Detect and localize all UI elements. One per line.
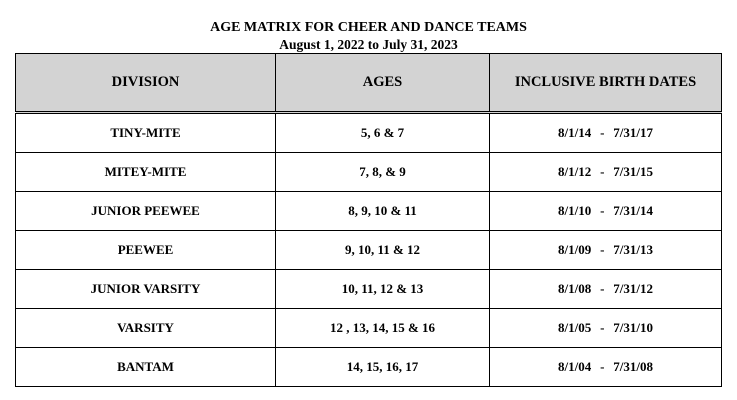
division-cell: MITEY-MITE [15,152,276,192]
column-header-division: DIVISION [15,53,276,114]
column-header-ages: AGES [275,53,490,114]
birth-date-start: 8/1/10 [558,203,592,218]
division-cell: BANTAM [15,347,276,387]
ages-cell: 7, 8, & 9 [275,152,490,192]
date-separator: - [600,203,605,218]
birth-dates-cell: 8/1/08-7/31/12 [489,269,722,309]
ages-cell: 12 , 13, 14, 15 & 16 [275,308,490,348]
birth-dates-cell: 8/1/05-7/31/10 [489,308,722,348]
birth-date-end: 7/31/17 [613,125,653,140]
table-row: JUNIOR VARSITY 10, 11, 12 & 13 8/1/08-7/… [15,269,722,309]
ages-cell: 10, 11, 12 & 13 [275,269,490,309]
birth-date-start: 8/1/14 [558,125,592,140]
birth-date-end: 7/31/15 [613,164,653,179]
date-separator: - [600,320,605,335]
birth-date-start: 8/1/12 [558,164,592,179]
division-cell: JUNIOR VARSITY [15,269,276,309]
table-row: JUNIOR PEEWEE 8, 9, 10 & 11 8/1/10-7/31/… [15,191,722,231]
table-row: TINY-MITE 5, 6 & 7 8/1/14-7/31/17 [15,112,722,153]
table-row: MITEY-MITE 7, 8, & 9 8/1/12-7/31/15 [15,152,722,192]
birth-date-end: 7/31/13 [613,242,653,257]
column-header-birth-dates: INCLUSIVE BIRTH DATES [489,53,722,114]
birth-date-end: 7/31/12 [613,281,653,296]
division-cell: PEEWEE [15,230,276,270]
date-range-subtitle: August 1, 2022 to July 31, 2023 [279,37,458,52]
table-header-row: DIVISION AGES INCLUSIVE BIRTH DATES [15,53,722,114]
birth-date-start: 8/1/05 [558,320,592,335]
birth-date-end: 7/31/14 [613,203,653,218]
division-cell: JUNIOR PEEWEE [15,191,276,231]
ages-cell: 5, 6 & 7 [275,112,490,153]
date-separator: - [600,281,605,296]
date-separator: - [600,164,605,179]
ages-cell: 14, 15, 16, 17 [275,347,490,387]
table-row: VARSITY 12 , 13, 14, 15 & 16 8/1/05-7/31… [15,308,722,348]
table-row: BANTAM 14, 15, 16, 17 8/1/04-7/31/08 [15,347,722,387]
birth-date-start: 8/1/09 [558,242,592,257]
birth-dates-cell: 8/1/09-7/31/13 [489,230,722,270]
birth-date-start: 8/1/08 [558,281,592,296]
birth-date-start: 8/1/04 [558,359,592,374]
table-row: PEEWEE 9, 10, 11 & 12 8/1/09-7/31/13 [15,230,722,270]
birth-dates-cell: 8/1/10-7/31/14 [489,191,722,231]
date-separator: - [600,125,605,140]
birth-date-end: 7/31/10 [613,320,653,335]
ages-cell: 8, 9, 10 & 11 [275,191,490,231]
division-cell: TINY-MITE [15,112,276,153]
birth-date-end: 7/31/08 [613,359,653,374]
birth-dates-cell: 8/1/04-7/31/08 [489,347,722,387]
date-separator: - [600,242,605,257]
page-title: AGE MATRIX FOR CHEER AND DANCE TEAMS [210,20,527,35]
birth-dates-cell: 8/1/14-7/31/17 [489,112,722,153]
age-matrix-table: DIVISION AGES INCLUSIVE BIRTH DATES TINY… [15,53,722,387]
ages-cell: 9, 10, 11 & 12 [275,230,490,270]
division-cell: VARSITY [15,308,276,348]
date-separator: - [600,359,605,374]
birth-dates-cell: 8/1/12-7/31/15 [489,152,722,192]
